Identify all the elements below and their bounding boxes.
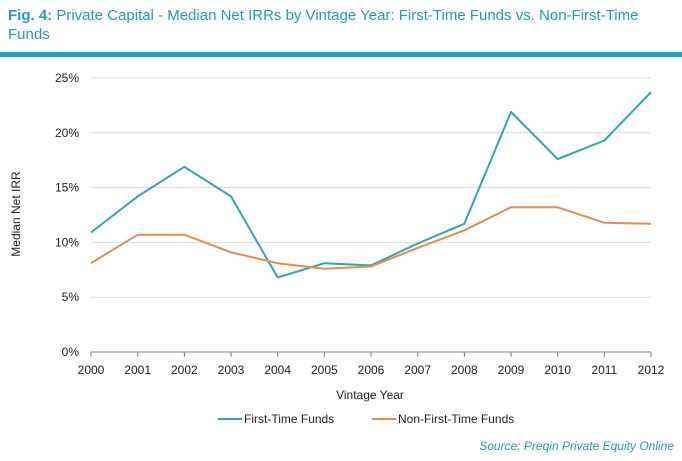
- x-tick-label: 2011: [591, 363, 617, 377]
- series-lines: [90, 91, 652, 279]
- chart-title: Fig. 4: Private Capital - Median Net IRR…: [8, 6, 676, 44]
- x-tick-label: 2008: [451, 363, 478, 377]
- x-tick-label: 2000: [78, 363, 105, 377]
- y-axis-label: Median Net IRR: [9, 171, 23, 257]
- x-tick-label: 2001: [124, 363, 151, 377]
- x-axis-label: Vintage Year: [336, 388, 404, 402]
- y-tick-label: 5%: [62, 290, 80, 304]
- legend: First-Time Funds Non-First-Time Funds: [218, 412, 514, 426]
- x-tick-label: 2012: [638, 363, 665, 377]
- y-tick-label: 10%: [55, 235, 79, 249]
- series-line-non-first-time-funds: [90, 206, 652, 270]
- x-axis-ticks: 2000 2001 2002 2003 2004 2005 2006 2007 2008 2009…: [78, 352, 665, 377]
- x-tick-label: 2002: [171, 363, 198, 377]
- x-tick-label: 2007: [404, 363, 431, 377]
- series-line-first-time-funds: [90, 91, 652, 279]
- x-tick-label: 2010: [544, 363, 571, 377]
- legend-label: Non-First-Time Funds: [398, 412, 514, 426]
- source-note: Source: Preqin Private Equity Online: [479, 439, 674, 453]
- figure-label: Fig. 4:: [8, 7, 53, 24]
- x-tick-label: 2009: [498, 363, 525, 377]
- legend-label: First-Time Funds: [244, 412, 334, 426]
- y-tick-label: 20%: [55, 126, 79, 140]
- x-tick-label: 2004: [264, 363, 291, 377]
- y-tick-label: 25%: [55, 71, 79, 85]
- y-axis-ticks: 0% 5% 10% 15% 20% 25%: [55, 71, 79, 359]
- title-text: Private Capital - Median Net IRRs by Vin…: [8, 7, 639, 43]
- x-tick-label: 2003: [218, 363, 245, 377]
- y-tick-label: 0%: [62, 345, 80, 359]
- y-tick-label: 15%: [55, 181, 79, 195]
- title-divider: [0, 52, 682, 57]
- x-tick-label: 2005: [311, 363, 338, 377]
- x-tick-label: 2006: [358, 363, 385, 377]
- gridlines: [91, 77, 651, 298]
